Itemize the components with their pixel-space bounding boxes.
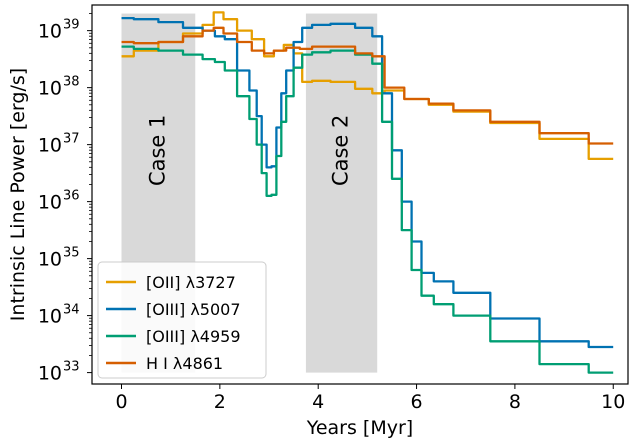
legend-label: [OII] λ3727 (146, 273, 236, 292)
x-tick-label: 4 (312, 391, 324, 413)
y-tick-exponent: 39 (63, 18, 80, 33)
y-tick-exponent: 37 (63, 132, 80, 147)
case-label-1: Case 1 (145, 115, 169, 186)
legend-box (97, 261, 267, 379)
x-tick-label: 6 (411, 391, 423, 413)
y-tick-label: 10 (38, 192, 62, 214)
legend: [OII] λ3727 [OIII] λ5007 [OIII] λ4959 H I λ… (97, 261, 267, 379)
y-tick-label: 10 (38, 249, 62, 271)
series-lines (121, 11, 614, 374)
y-tick-label: 10 (38, 306, 62, 328)
series-line-4 (121, 26, 614, 145)
x-tick-label: 2 (214, 391, 226, 413)
y-tick-exponent: 36 (63, 189, 80, 204)
y-tick-label: 10 (38, 135, 62, 157)
y-tick-exponent: 33 (63, 360, 80, 375)
legend-label: [OIII] λ5007 (146, 300, 241, 319)
y-tick-exponent: 34 (63, 303, 80, 318)
x-tick-label: 8 (509, 391, 521, 413)
y-tick-exponent: 38 (63, 75, 80, 90)
series-line-3 (121, 45, 614, 374)
shaded-regions: Case 1 Case 2 (121, 13, 378, 373)
case-label-2: Case 2 (329, 115, 353, 186)
legend-label: H I λ4861 (146, 354, 223, 373)
x-tick-label: 0 (115, 391, 127, 413)
y-tick-label: 10 (38, 363, 62, 385)
y-tick-exponent: 35 (63, 246, 80, 261)
series-line-2 (121, 16, 614, 349)
legend-label: [OIII] λ4959 (146, 327, 241, 346)
plot-frame (91, 4, 629, 385)
y-tick-label: 10 (38, 78, 62, 100)
x-tick-label: 10 (601, 391, 625, 413)
x-axis-label: Years [Myr] (306, 417, 413, 439)
shaded-region-case-2 (305, 13, 378, 373)
y-tick-label: 10 (38, 21, 62, 43)
y-axis-label: Intrinsic Line Power [erg/s] (7, 68, 29, 321)
